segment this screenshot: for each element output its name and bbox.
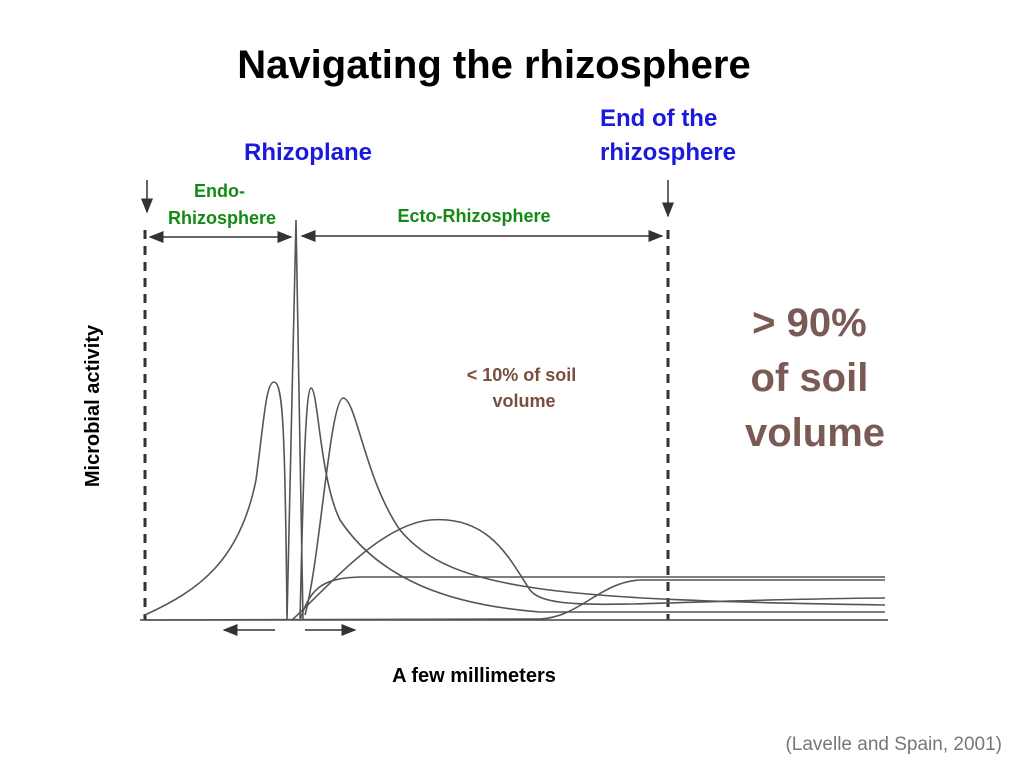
large-share-line: volume (745, 411, 885, 455)
endo-label-line: Rhizosphere (168, 208, 276, 228)
x-axis-label: A few millimeters (392, 665, 556, 687)
small-share-line: volume (492, 391, 555, 411)
curve (299, 387, 885, 619)
small-share: < 10% of soil volume (467, 365, 582, 411)
curve (291, 518, 886, 621)
ecto-label: Ecto-Rhizosphere (397, 206, 550, 226)
small-share-line: < 10% of soil (467, 365, 577, 385)
rhizoplane-label: Rhizoplane (244, 139, 372, 166)
large-share-line: > 90% (752, 301, 867, 345)
end-label: End of the rhizosphere (600, 105, 736, 166)
diagram (140, 180, 888, 636)
endo-label: Endo- Rhizosphere (168, 181, 276, 228)
end-label-line: End of the (600, 105, 717, 132)
large-share: > 90% of soil volume (745, 301, 885, 455)
curve (144, 579, 885, 621)
large-share-line: of soil (751, 356, 869, 400)
y-axis-label: Microbial activity (82, 324, 104, 487)
endo-label-line: Endo- (194, 181, 245, 201)
citation: (Lavelle and Spain, 2001) (785, 734, 1002, 755)
end-label-line: rhizosphere (600, 139, 736, 166)
curve (299, 576, 885, 621)
curve (286, 219, 304, 621)
title: Navigating the rhizosphere (237, 43, 750, 87)
curve (144, 381, 288, 616)
